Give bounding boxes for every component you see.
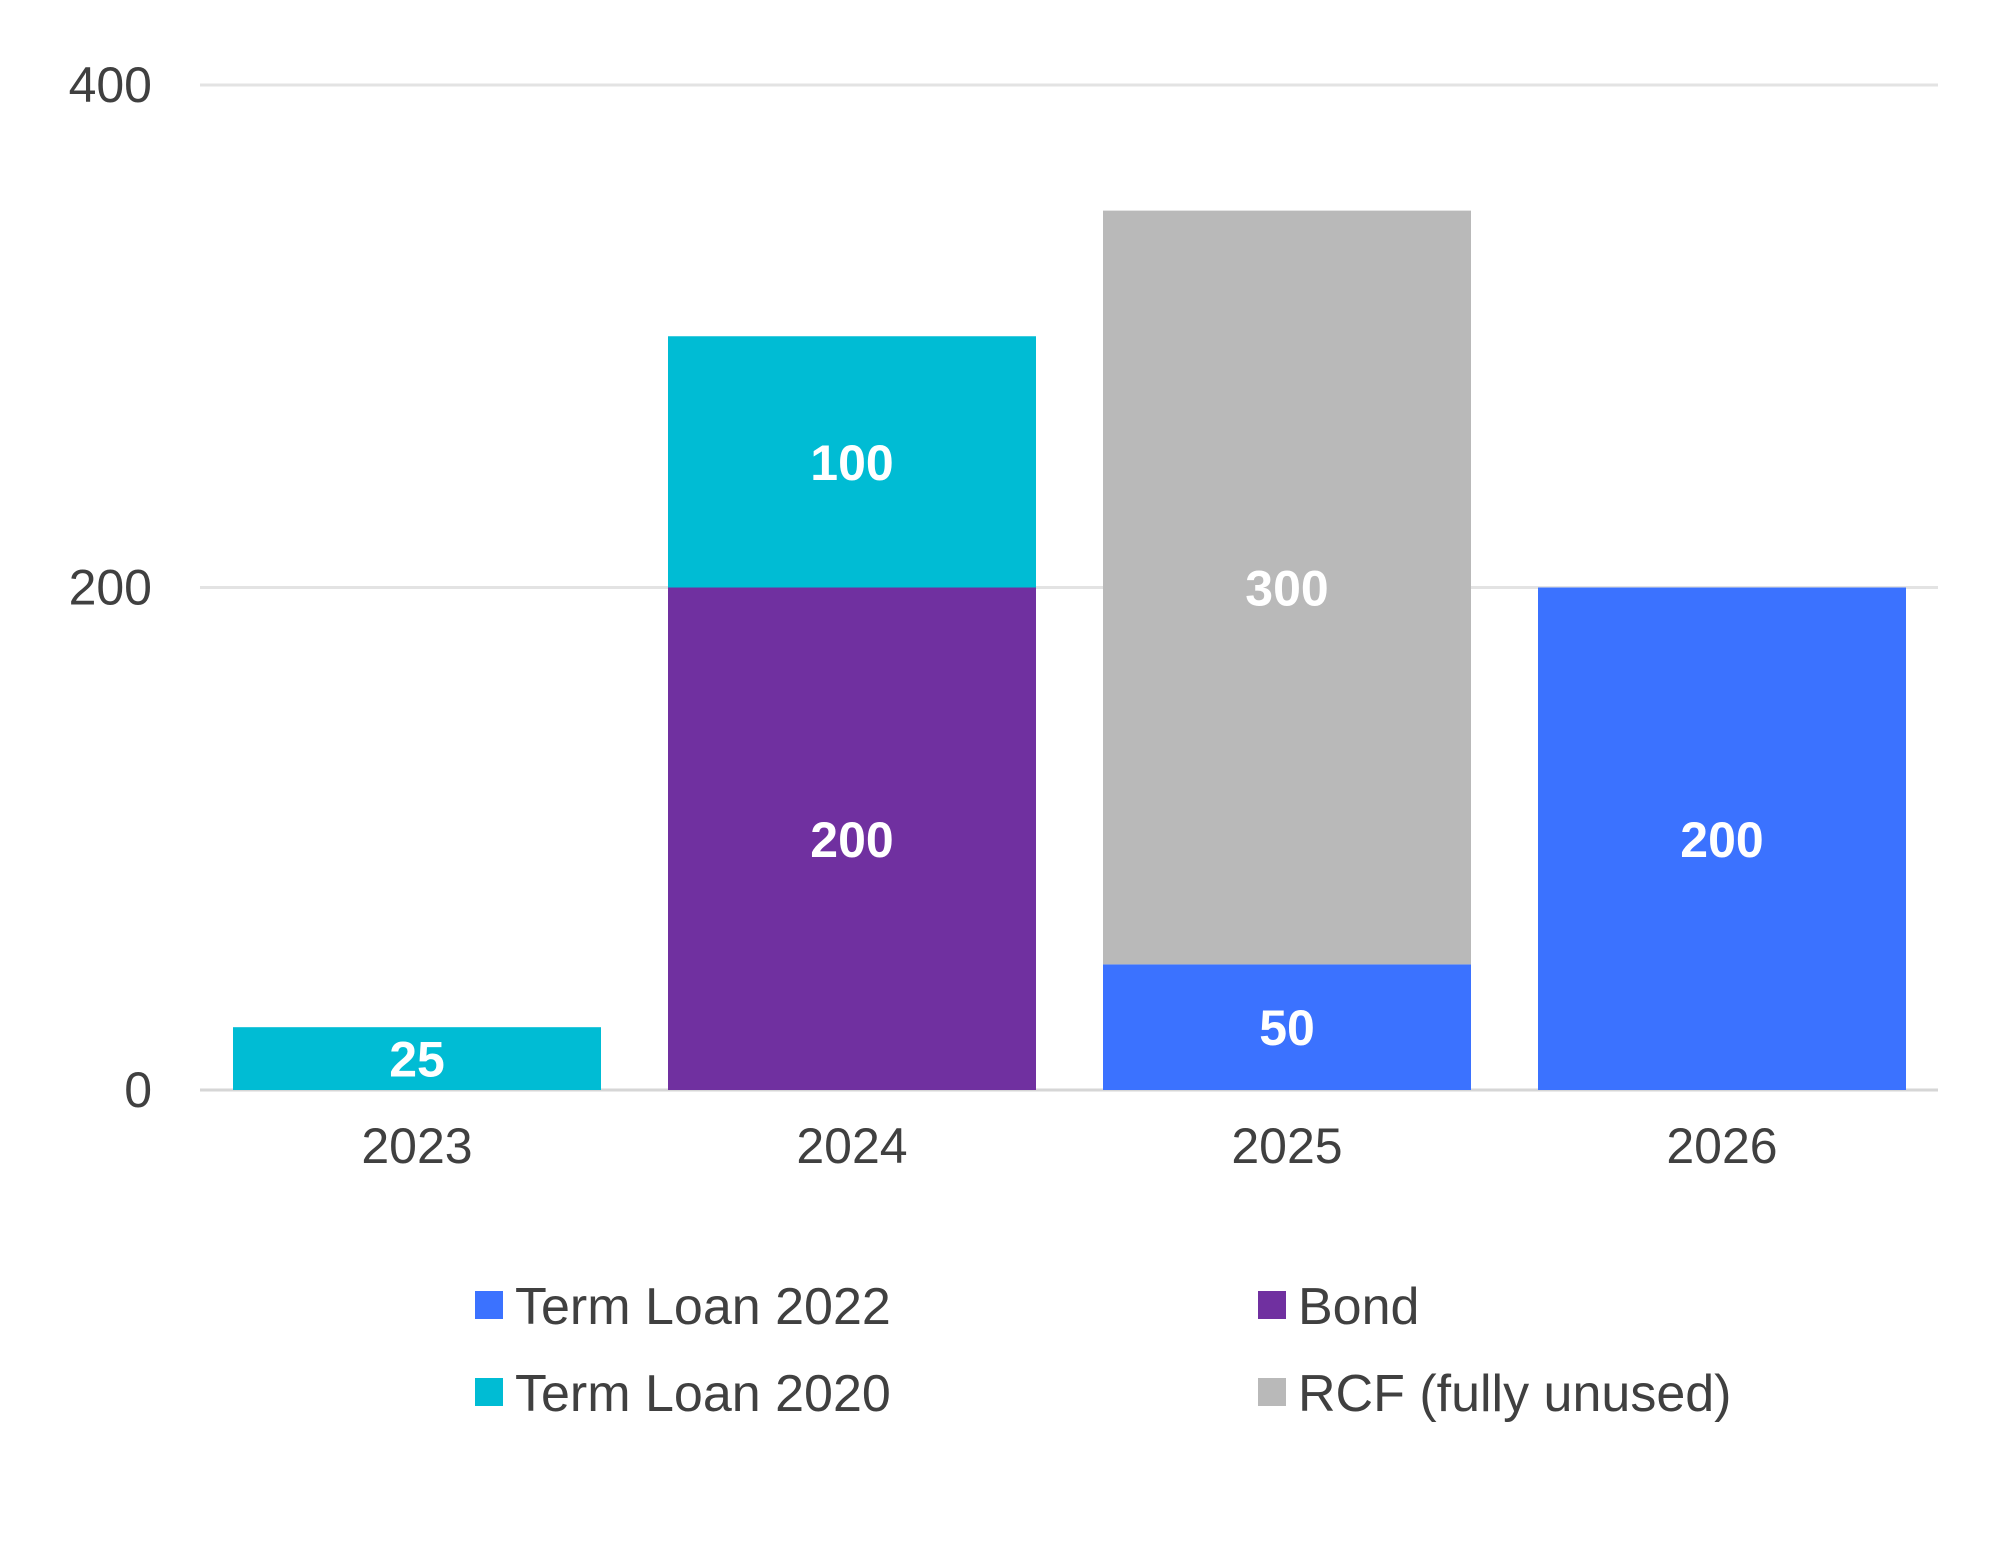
data-label: 200 bbox=[810, 812, 893, 868]
y-tick-label: 400 bbox=[69, 57, 152, 113]
legend-item: Bond bbox=[1258, 1278, 1419, 1336]
legend-item: RCF (fully unused) bbox=[1258, 1365, 1731, 1423]
y-tick-label: 0 bbox=[124, 1062, 152, 1118]
data-label: 200 bbox=[1680, 812, 1763, 868]
legend-label: RCF (fully unused) bbox=[1298, 1365, 1731, 1423]
bar-segment bbox=[1103, 964, 1471, 1090]
y-tick-label: 200 bbox=[69, 560, 152, 616]
bar-segment bbox=[233, 1027, 601, 1090]
legend: Term Loan 2022 Bond Term Loan 2020 RCF (ful… bbox=[475, 1278, 1731, 1423]
axes: 0 200 400 2023 2024 2025 2026 bbox=[69, 57, 1778, 1174]
data-label: 25 bbox=[389, 1032, 445, 1088]
x-tick-label: 2025 bbox=[1231, 1118, 1342, 1174]
legend-swatch bbox=[475, 1291, 503, 1319]
bar-segment bbox=[668, 587, 1036, 1090]
bar-segment bbox=[1103, 210, 1471, 965]
legend-label: Bond bbox=[1298, 1278, 1419, 1336]
bar-segment bbox=[668, 336, 1036, 588]
legend-swatch bbox=[475, 1378, 503, 1406]
legend-label: Term Loan 2022 bbox=[515, 1278, 891, 1336]
legend-label: Term Loan 2020 bbox=[515, 1365, 891, 1423]
x-tick-label: 2026 bbox=[1666, 1118, 1777, 1174]
bar-segment bbox=[1538, 587, 1906, 1090]
bars bbox=[233, 210, 1906, 1090]
data-label: 50 bbox=[1259, 1000, 1315, 1056]
legend-swatch bbox=[1258, 1378, 1286, 1406]
data-label: 300 bbox=[1245, 561, 1328, 617]
x-tick-label: 2024 bbox=[796, 1118, 907, 1174]
x-tick-label: 2023 bbox=[361, 1118, 472, 1174]
legend-item: Term Loan 2020 bbox=[475, 1365, 891, 1423]
legend-item: Term Loan 2022 bbox=[475, 1278, 891, 1336]
data-label: 100 bbox=[810, 435, 893, 491]
legend-swatch bbox=[1258, 1291, 1286, 1319]
data-labels: 25 200 100 50 300 200 bbox=[389, 435, 1764, 1088]
